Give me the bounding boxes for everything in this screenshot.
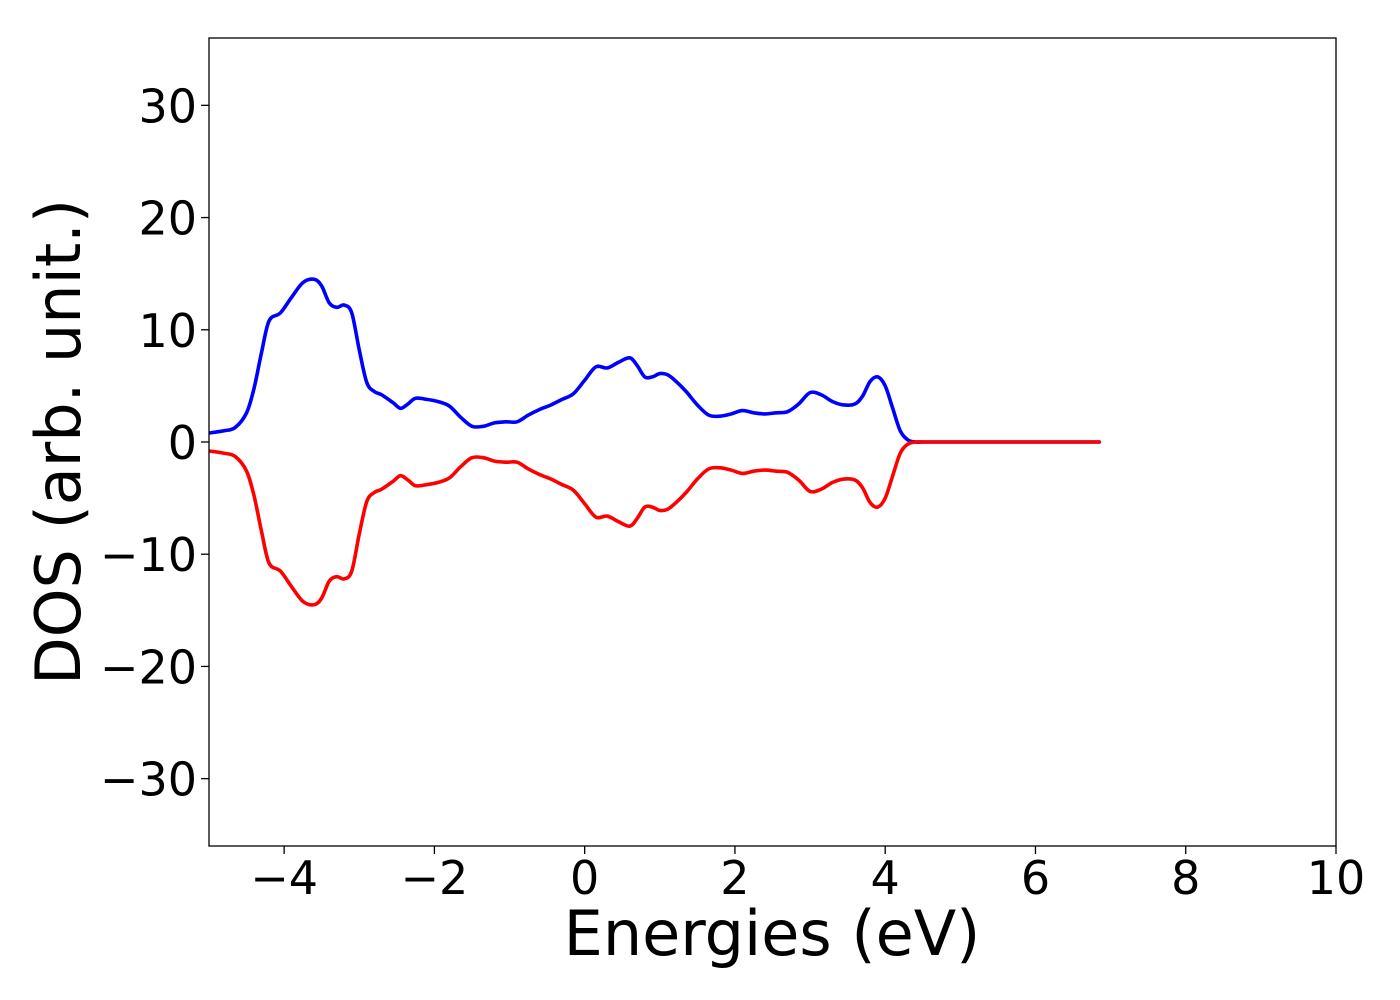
series-line-down bbox=[209, 440, 1102, 607]
y-tick-label: 20 bbox=[138, 192, 197, 246]
y-tick-label: 30 bbox=[138, 79, 197, 133]
x-tick-label: 8 bbox=[1171, 851, 1200, 905]
y-axis: −30 −20 −10 0 10 20 30 bbox=[100, 79, 209, 807]
x-tick-label: −4 bbox=[250, 851, 318, 905]
x-tick-label: −2 bbox=[400, 851, 468, 905]
series-layer bbox=[209, 277, 1102, 607]
y-tick-label: 10 bbox=[138, 304, 197, 358]
x-tick-label: 4 bbox=[871, 851, 900, 905]
series-line-up bbox=[209, 277, 1102, 444]
y-tick-label: 0 bbox=[168, 416, 197, 470]
x-tick-label: 10 bbox=[1307, 851, 1366, 905]
plot-frame bbox=[208, 37, 1337, 847]
x-tick-label: 2 bbox=[720, 851, 749, 905]
y-tick-label: −20 bbox=[100, 640, 197, 694]
x-axis-title: Energies (eV) bbox=[564, 897, 981, 970]
x-tick-label: 0 bbox=[570, 851, 599, 905]
y-axis-title: DOS (arb. unit.) bbox=[22, 199, 95, 685]
x-tick-label: 6 bbox=[1021, 851, 1050, 905]
y-tick-label: −10 bbox=[100, 528, 197, 582]
y-tick-label: −30 bbox=[100, 753, 197, 807]
x-axis: −4 −2 0 2 4 6 8 10 bbox=[250, 846, 1365, 905]
